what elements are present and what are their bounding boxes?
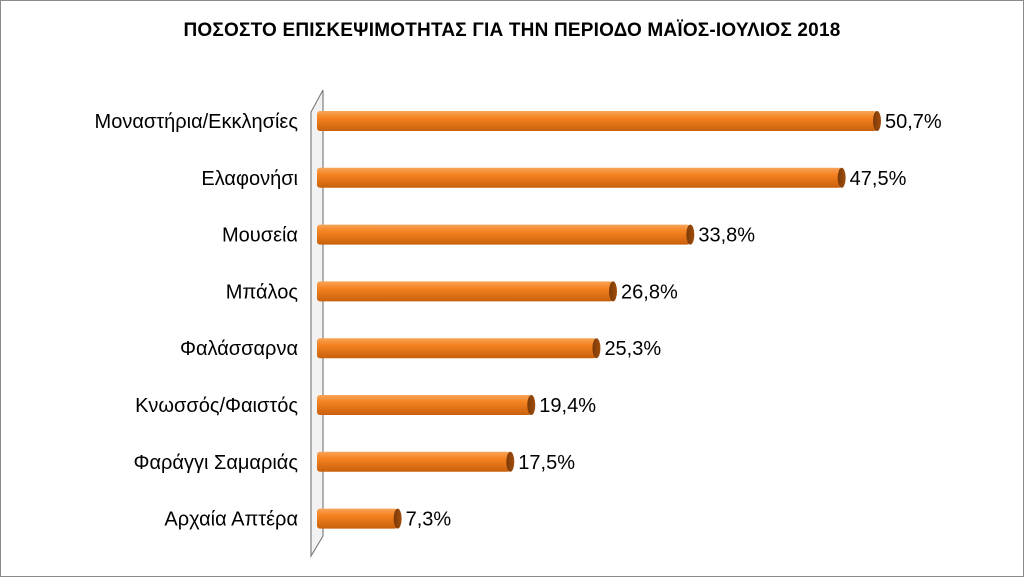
category-label: Κνωσσός/Φαιστός: [135, 395, 298, 417]
bar: [317, 281, 614, 302]
axis-wall: [310, 89, 324, 559]
bar: [317, 395, 532, 415]
category-label: Φαλάσσαρνα: [180, 338, 298, 360]
bar-end-cap: [506, 451, 515, 472]
bar-end-cap: [609, 281, 618, 302]
bar-end-cap: [686, 224, 695, 245]
value-label: 26,8%: [621, 281, 678, 303]
value-label: 17,5%: [518, 452, 575, 474]
value-label: 33,8%: [698, 225, 755, 247]
value-label: 50,7%: [885, 111, 942, 133]
bar: [317, 111, 877, 131]
category-label: Μουσεία: [222, 225, 298, 247]
value-label: 47,5%: [850, 168, 907, 190]
chart-title: ΠΟΣΟΣΤΟ ΕΠΙΣΚΕΨΙΜΟΤΗΤΑΣ ΓΙΑ ΤΗΝ ΠΕΡΙΟΔΟ …: [183, 20, 841, 41]
value-label: 25,3%: [604, 338, 661, 360]
bar: [317, 224, 691, 245]
bar-end-cap: [873, 111, 881, 131]
category-label: Φαράγγι Σαμαριάς: [134, 452, 299, 474]
bar-end-cap: [592, 338, 601, 359]
bar-end-cap: [837, 167, 846, 188]
bar-end-cap: [527, 395, 536, 415]
value-label: 7,3%: [406, 509, 452, 531]
category-label: Αρχαία Απτέρα: [164, 509, 298, 531]
category-label: Μοναστήρια/Εκκλησίες: [95, 111, 299, 133]
bar: [317, 338, 597, 359]
bar: [317, 167, 842, 188]
category-label: Μπάλος: [226, 281, 299, 303]
bar: [317, 451, 511, 472]
category-label: Ελαφονήσι: [201, 168, 298, 190]
bar-end-cap: [393, 508, 402, 529]
bar: [317, 508, 398, 529]
value-label: 19,4%: [539, 395, 596, 417]
